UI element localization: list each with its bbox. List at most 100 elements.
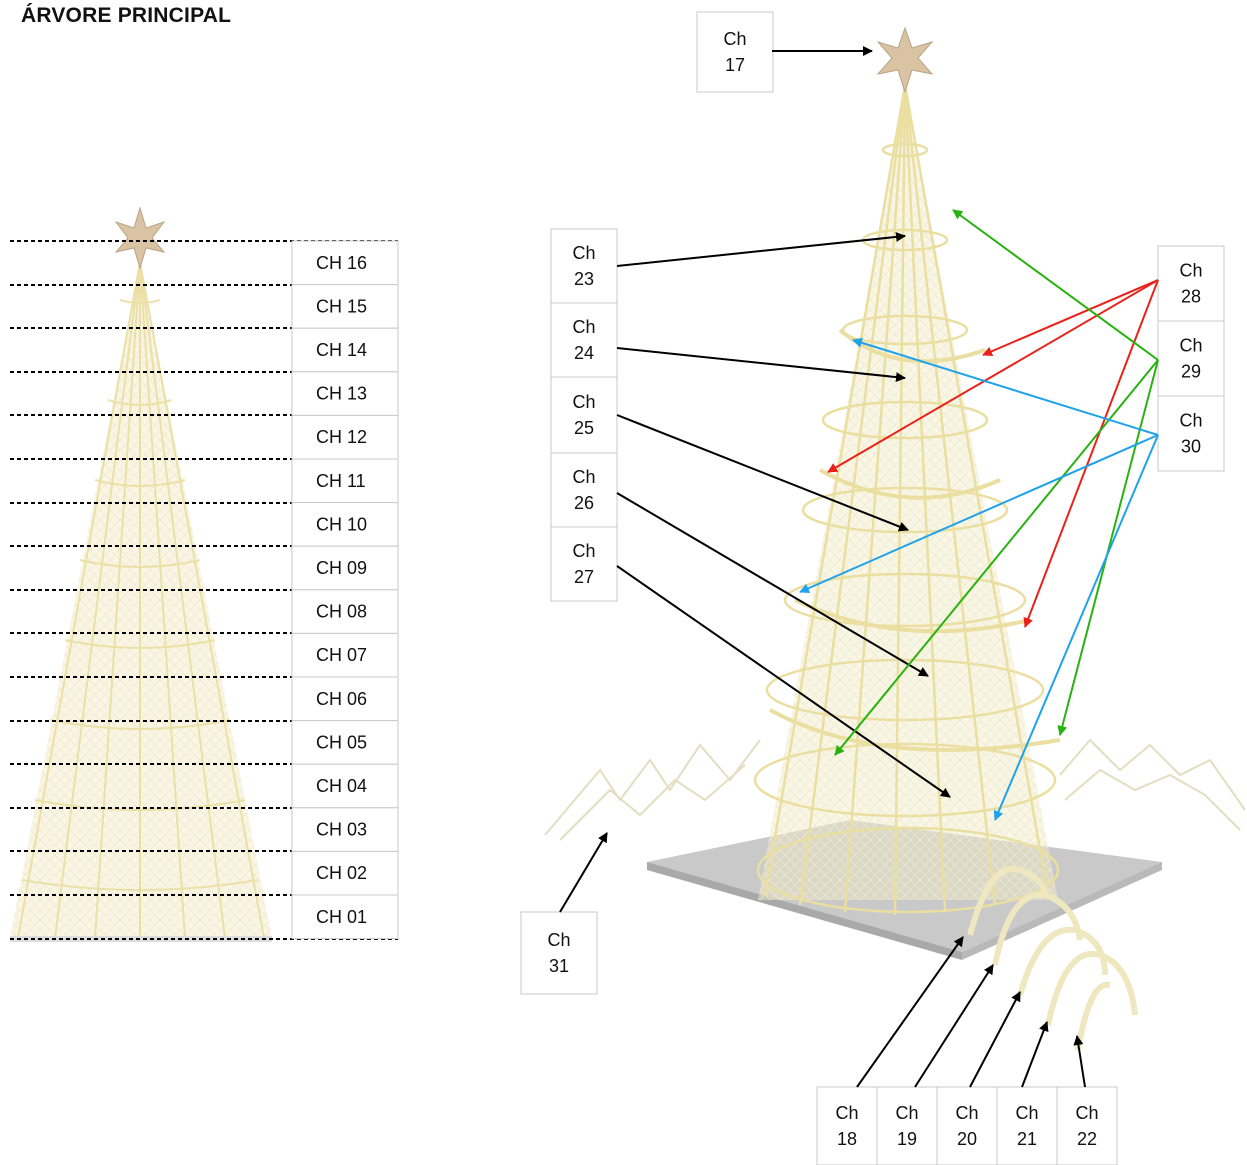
- channel-label: CH 08: [316, 602, 367, 622]
- arrow-ch27: [616, 565, 951, 798]
- arrow-ch28-b: [827, 279, 1159, 473]
- arrow-ch30-c: [993, 434, 1159, 821]
- channel-cell: [291, 850, 399, 896]
- arrow-ch22: [1073, 1035, 1086, 1088]
- channel-box-text: Ch: [1179, 336, 1202, 356]
- arrow-ch23: [616, 231, 906, 267]
- channel-label: CH 15: [316, 296, 367, 316]
- channel-label: CH 07: [316, 645, 367, 665]
- arrow-ch31: [559, 832, 608, 913]
- channel-box-frame: [996, 1086, 1058, 1165]
- channel-box-frame: [520, 911, 598, 995]
- channel-label: CH 09: [316, 558, 367, 578]
- channel-cell: [291, 502, 399, 547]
- channel-box-text: Ch: [572, 541, 595, 561]
- channel-box-text: 30: [1181, 437, 1201, 457]
- channel-cell: [291, 676, 399, 722]
- arrow-ch20: [969, 991, 1021, 1088]
- channel-box-frame: [550, 452, 618, 528]
- channel-box-frame: [550, 302, 618, 378]
- channel-box-frame: [1157, 320, 1225, 397]
- channel-box-text: 20: [957, 1129, 977, 1149]
- channel-cell: [291, 632, 399, 678]
- channel-cell: [291, 371, 399, 416]
- channel-cell: [291, 763, 399, 809]
- channel-label: CH 04: [316, 776, 367, 796]
- arrow-ch21: [1021, 1021, 1049, 1088]
- channel-cell: [291, 807, 399, 852]
- channel-box-ch22: Ch 22: [1056, 1086, 1118, 1165]
- channel-label: CH 10: [316, 514, 367, 534]
- arrow-ch26: [616, 492, 929, 677]
- channel-box-ch30: Ch 30: [1157, 395, 1225, 472]
- channel-box-text: 29: [1181, 362, 1201, 382]
- channel-box-ch20: Ch 20: [936, 1086, 998, 1165]
- arrow-ch30-a: [852, 337, 1159, 436]
- entrance-arches: [967, 865, 1138, 1051]
- channel-box-frame: [550, 526, 618, 602]
- channel-box-frame: [816, 1086, 878, 1165]
- channel-label: CH 03: [316, 820, 367, 840]
- channel-cell: [291, 458, 399, 504]
- channel-box-text: 25: [574, 418, 594, 438]
- channel-box-text: 18: [837, 1129, 857, 1149]
- arrow-ch29-b: [834, 359, 1159, 756]
- channel-box-text: Ch: [572, 243, 595, 263]
- channel-box-frame: [1157, 245, 1225, 322]
- arrow-ch28-a: [982, 279, 1159, 357]
- channel-box-frame: [550, 376, 618, 454]
- channel-box-frame: [936, 1086, 998, 1165]
- channel-cell: [291, 414, 399, 460]
- channel-box-text: 23: [574, 269, 594, 289]
- channel-box-text: Ch: [1179, 411, 1202, 431]
- channel-box-frame: [1157, 395, 1225, 472]
- left-tree-star: [114, 206, 166, 270]
- left-tree: [10, 206, 272, 942]
- channel-box-text: 28: [1181, 287, 1201, 307]
- arrow-ch24: [616, 347, 906, 383]
- channel-label: CH 01: [316, 907, 367, 927]
- channel-cell: [291, 327, 399, 373]
- arrow-ch29-c: [1057, 359, 1159, 736]
- right-tree-star: [876, 26, 934, 94]
- channel-box-frame: [876, 1086, 938, 1165]
- channel-box-text: Ch: [1015, 1103, 1038, 1123]
- channel-box-frame: [550, 228, 618, 304]
- channel-cell: [291, 545, 399, 591]
- channel-box-text: 26: [574, 493, 594, 513]
- channel-box-ch23: Ch 23: [550, 228, 618, 304]
- channel-box-text: Ch: [1075, 1103, 1098, 1123]
- channel-box-text: Ch: [547, 930, 570, 950]
- channel-box-text: Ch: [572, 392, 595, 412]
- page-title: ÁRVORE PRINCIPAL: [21, 4, 232, 27]
- channel-label: CH 05: [316, 732, 367, 752]
- channel-box-ch27: Ch 27: [550, 526, 618, 602]
- channel-box-ch28: Ch 28: [1157, 245, 1225, 322]
- channel-box-text: Ch: [895, 1103, 918, 1123]
- arrow-ch19: [914, 964, 994, 1088]
- channel-box-text: 21: [1017, 1129, 1037, 1149]
- channel-label-column: CH 16 CH 15 CH 14 CH 13 CH 12 CH 11 CH 10 CH 09…: [291, 240, 399, 940]
- channel-label: CH 13: [316, 384, 367, 404]
- channel-box-frame: [696, 11, 774, 93]
- channel-box-text: 24: [574, 343, 594, 363]
- side-trees: [544, 738, 1246, 841]
- channel-label: CH 12: [316, 427, 367, 447]
- channel-box-text: Ch: [723, 29, 746, 49]
- channel-box-ch19: Ch 19: [876, 1086, 938, 1165]
- arrow-ch30-b: [799, 434, 1159, 593]
- channel-box-text: 27: [574, 567, 594, 587]
- channel-label: CH 16: [316, 253, 367, 273]
- channel-box-text: Ch: [572, 317, 595, 337]
- channel-box-ch17: Ch 17: [696, 11, 774, 93]
- arrow-ch25: [616, 414, 909, 532]
- channel-box-text: Ch: [835, 1103, 858, 1123]
- channel-box-text: 31: [549, 956, 569, 976]
- channel-box-text: 19: [897, 1129, 917, 1149]
- channel-box-text: 17: [725, 55, 745, 75]
- channel-cell: [291, 894, 399, 940]
- channel-box-text: Ch: [955, 1103, 978, 1123]
- channel-label: CH 02: [316, 863, 367, 883]
- channel-box-ch29: Ch 29: [1157, 320, 1225, 397]
